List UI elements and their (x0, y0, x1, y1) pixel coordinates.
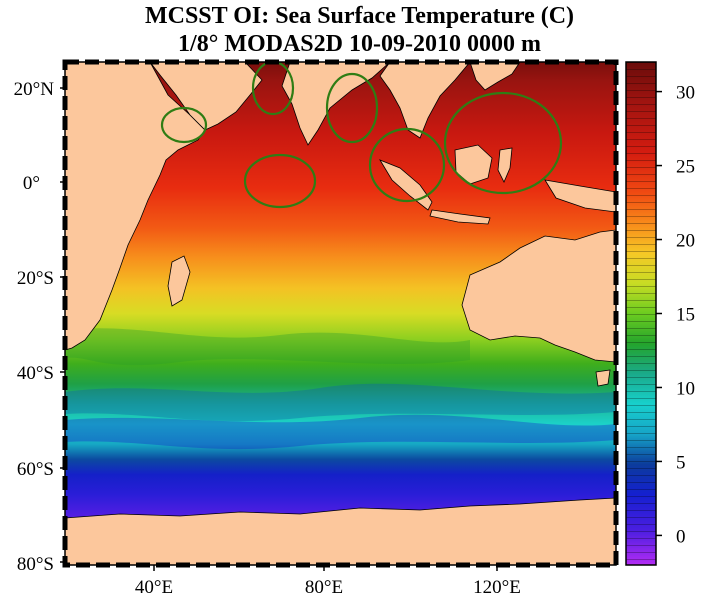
colorbar: 30 25 20 15 10 5 0 (625, 61, 695, 566)
tasmania-island (595, 369, 611, 387)
lat-label-40s: 40°S (17, 363, 54, 384)
new-guinea-island (544, 179, 616, 213)
sumatra-island (379, 159, 433, 211)
lat-label-equator: 0° (23, 173, 40, 194)
colorbar-tick-label: 10 (676, 378, 695, 399)
colorbar-tick-label: 20 (676, 231, 695, 252)
latitude-axis: 20°N 0° 20°S 40°S 60°S 80°S (14, 79, 65, 575)
highlight-circle-equatorial (243, 153, 317, 209)
highlight-circle-bay-of-bengal (325, 72, 379, 144)
australia-landmass (461, 229, 616, 363)
sulawesi-island (497, 147, 513, 183)
map-dashed-border (62, 59, 619, 568)
land-masses (65, 62, 616, 565)
colorbar-tick-label: 0 (676, 526, 686, 547)
lon-label-40e: 40°E (135, 577, 173, 598)
east-asia-landmass (469, 62, 521, 91)
colorbar-tick-label: 25 (676, 157, 695, 178)
map-subtitle: 1/8° MODAS2D 10-09-2010 0000 m (178, 31, 541, 57)
lat-label-20s: 20°S (17, 268, 54, 289)
madagascar-island (167, 255, 191, 307)
highlight-circle-sumatra (368, 127, 446, 203)
colorbar-tick-label: 15 (676, 305, 695, 326)
colorbar-tick-label: 5 (676, 452, 686, 473)
map-title: MCSST OI: Sea Surface Temperature (C) (144, 3, 575, 29)
java-island (429, 209, 491, 225)
india-landmass (281, 62, 391, 146)
southeast-asia-landmass (379, 62, 471, 139)
lat-label-20n: 20°N (14, 79, 55, 100)
highlight-circle-pacific-warm-pool (443, 91, 563, 195)
lat-label-80s: 80°S (17, 554, 54, 575)
lon-label-80e: 80°E (305, 577, 343, 598)
lon-label-120e: 120°E (473, 577, 521, 598)
antarctica-landmass (65, 497, 616, 565)
highlight-circle-red-sea (160, 106, 208, 144)
longitude-axis: 40°E 80°E 120°E (135, 565, 521, 598)
colorbar-tick-label: 30 (676, 83, 695, 104)
lat-label-60s: 60°S (17, 459, 54, 480)
